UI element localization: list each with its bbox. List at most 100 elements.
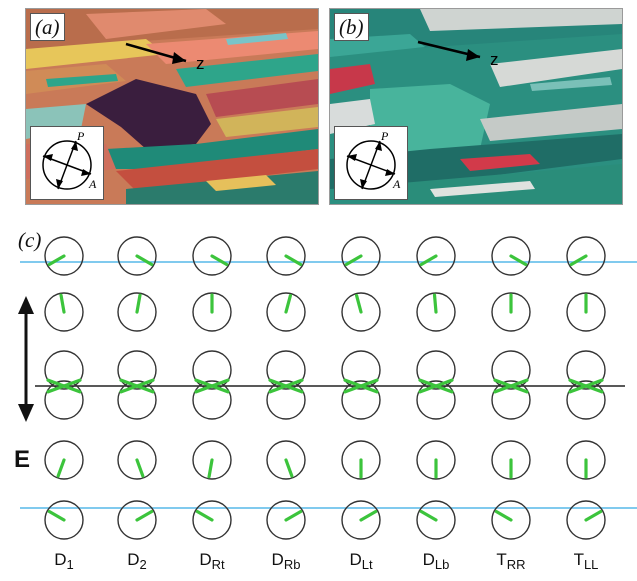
column-label: DRb: [271, 550, 301, 572]
column-label: D1: [54, 550, 74, 572]
director-circle: [416, 292, 456, 332]
column-label: D2: [127, 550, 147, 572]
director-circle: [416, 350, 456, 390]
director-circle: [491, 440, 531, 480]
director-segment: [284, 384, 304, 394]
director-segment: [343, 378, 363, 388]
director-segment: [509, 378, 529, 388]
polarizer-inset-a: P A: [30, 126, 104, 200]
director-segment: [343, 384, 363, 394]
director-segment: [47, 254, 66, 267]
director-circle: [117, 500, 157, 540]
z-arrow-label: z: [490, 50, 499, 69]
director-segment: [210, 254, 229, 267]
director-segment: [284, 509, 303, 522]
director-segment: [509, 384, 529, 394]
director-segment: [194, 378, 214, 388]
director-circle: [117, 350, 157, 390]
director-segment: [135, 509, 154, 522]
director-circle: [416, 380, 456, 420]
director-segment: [46, 384, 66, 394]
field-arrow-head-up: [18, 296, 34, 314]
director-segment: [434, 384, 454, 394]
director-circle: [341, 380, 381, 420]
column-label: TRR: [496, 550, 526, 572]
column-label: DLb: [422, 550, 450, 572]
field-arrow-head-down: [18, 404, 34, 422]
director-segment: [194, 384, 214, 394]
director-circle: [117, 292, 157, 332]
director-segment: [355, 293, 363, 314]
director-circle: [192, 350, 232, 390]
panel-b-label: (b): [334, 13, 369, 41]
director-segment: [284, 458, 294, 478]
director-circle: [44, 350, 84, 390]
panel-a-label: (a): [30, 13, 65, 41]
director-circle: [192, 380, 232, 420]
director-circle: [416, 500, 456, 540]
director-circle: [491, 350, 531, 390]
director-segment: [59, 293, 66, 314]
director-segment: [584, 378, 604, 388]
director-circle: [192, 236, 232, 276]
column-label: DRt: [199, 550, 225, 572]
director-segment: [419, 509, 438, 522]
director-segment: [344, 254, 363, 267]
director-segment: [584, 384, 604, 394]
director-segment: [568, 378, 588, 388]
director-segment: [135, 458, 145, 478]
director-segment: [494, 509, 513, 522]
director-segment: [135, 254, 154, 267]
director-circle: [266, 350, 306, 390]
director-circle: [266, 500, 306, 540]
director-segment: [284, 293, 292, 314]
director-segment: [419, 254, 438, 267]
director-circle: [266, 292, 306, 332]
director-circle: [566, 292, 606, 332]
director-segment: [568, 384, 588, 394]
crossed-polarizers-icon: P A: [42, 129, 97, 191]
analyzer-a-label: A: [88, 177, 97, 191]
field-e-label: E: [14, 446, 31, 473]
director-segment: [284, 254, 303, 267]
director-segment: [207, 458, 214, 479]
director-circle: [491, 380, 531, 420]
director-circle: [566, 500, 606, 540]
director-circle: [44, 380, 84, 420]
micrograph-panel-a: z (a) P A: [25, 8, 319, 205]
director-circle: [566, 350, 606, 390]
director-circle: [192, 440, 232, 480]
director-circle: [341, 440, 381, 480]
director-circle: [491, 236, 531, 276]
column-label: TLL: [573, 550, 599, 572]
director-segment: [569, 254, 588, 267]
director-circle: [566, 380, 606, 420]
director-segment: [359, 378, 379, 388]
director-circle: [491, 500, 531, 540]
director-circle: [491, 292, 531, 332]
column-label: DLt: [349, 550, 373, 572]
director-circle: [266, 236, 306, 276]
director-segment: [210, 384, 230, 394]
director-segment: [46, 378, 66, 388]
director-segment: [268, 384, 288, 394]
micrograph-panel-b: z (b) P A: [329, 8, 623, 205]
director-segment: [268, 378, 288, 388]
director-segment: [434, 378, 454, 388]
director-segment: [47, 509, 66, 522]
director-segment: [119, 378, 139, 388]
director-circle: [416, 440, 456, 480]
director-circle: [266, 380, 306, 420]
director-segment: [56, 458, 66, 478]
director-segment: [493, 378, 513, 388]
director-circle: [117, 440, 157, 480]
z-arrow-label: z: [196, 54, 205, 73]
panel-c-label: (c): [18, 228, 42, 252]
director-circle: [566, 236, 606, 276]
director-segment: [135, 378, 155, 388]
director-circle: [266, 440, 306, 480]
director-segment: [509, 254, 528, 267]
crossed-polarizers-icon: P A: [346, 129, 401, 191]
director-circle: [341, 236, 381, 276]
